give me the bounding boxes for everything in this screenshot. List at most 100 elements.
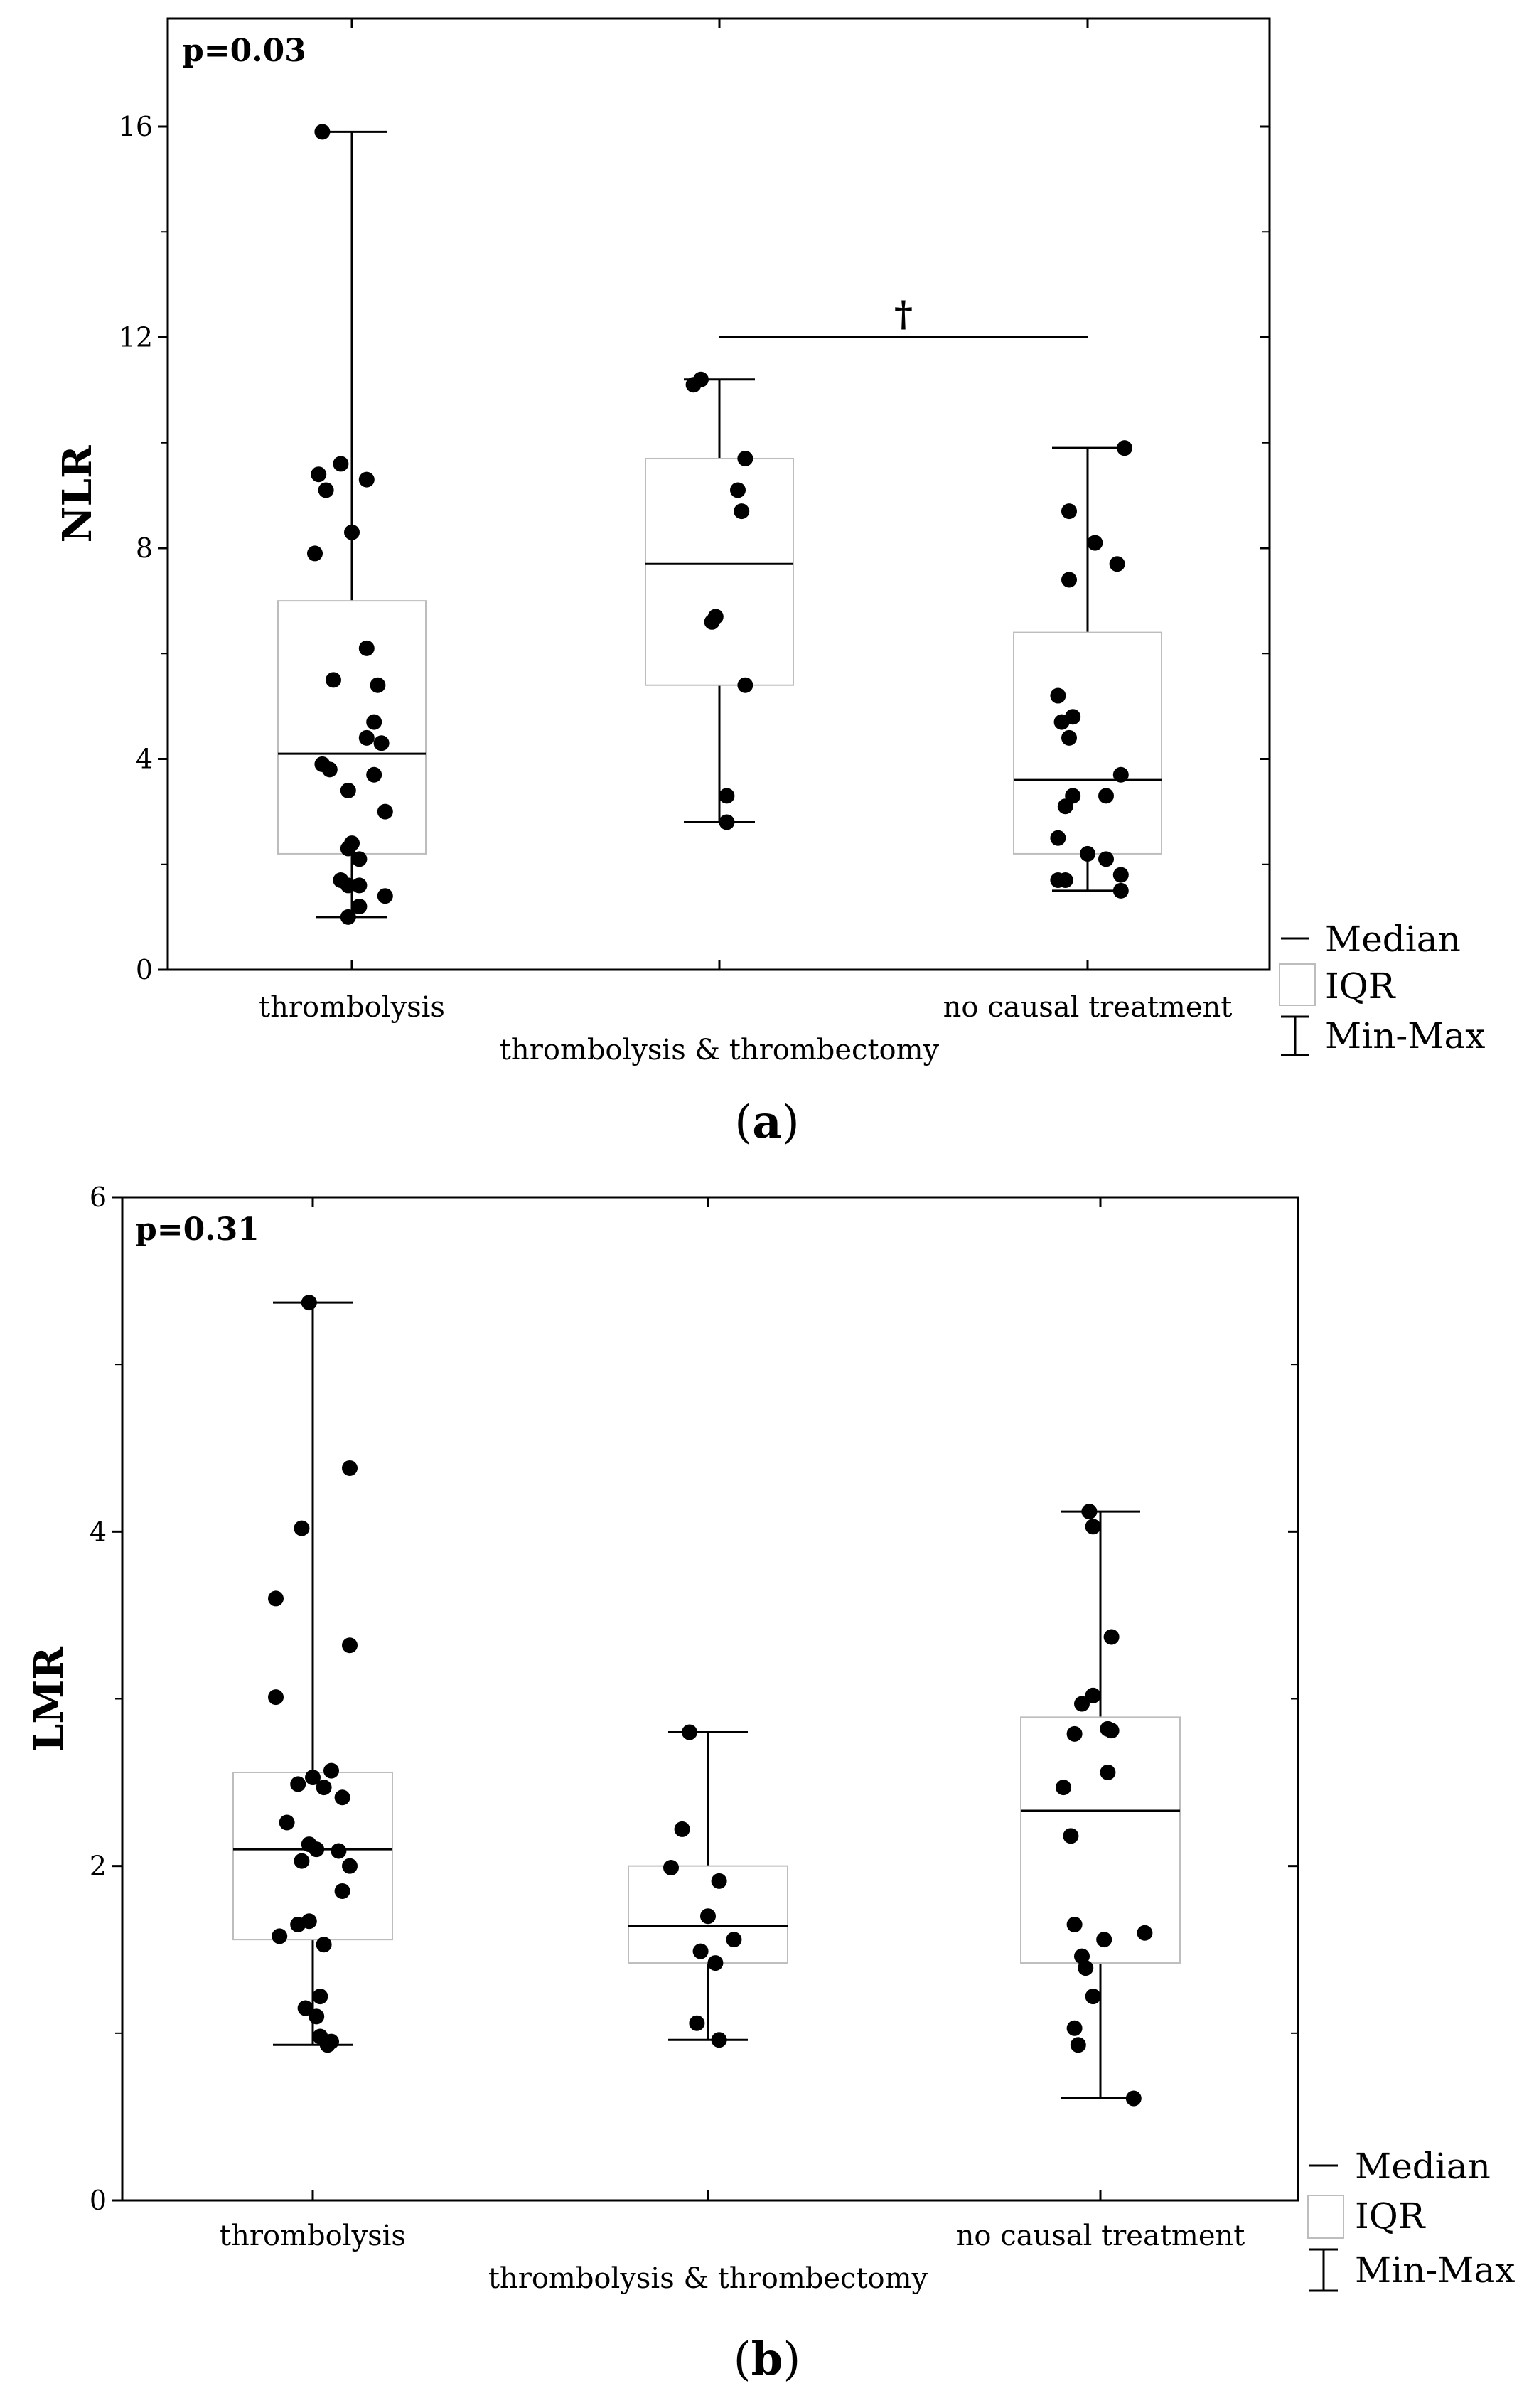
data-point: [1098, 788, 1114, 804]
box-group: [232, 1301, 1181, 2100]
data-point: [358, 471, 375, 488]
panel-letter: a: [752, 1096, 781, 1149]
data-point: [309, 1841, 325, 1858]
data-point: [340, 840, 356, 857]
legend-iqr-swatch: [1307, 2195, 1344, 2239]
category-label: no causal treatment: [943, 991, 1233, 1024]
data-point: [711, 1873, 727, 1889]
data-point: [311, 466, 327, 483]
data-point: [377, 888, 393, 904]
category-label: thrombolysis: [220, 2220, 406, 2252]
data-point: [1087, 535, 1103, 551]
data-point: [1112, 867, 1129, 883]
panel-b-lmr: 0 2 4 6 p=0.31 LMR thrombolysis thrombolysi…: [26, 1182, 1516, 2386]
data-point: [719, 788, 735, 804]
y-tick-label: 16: [119, 111, 153, 142]
data-point: [297, 2000, 313, 2016]
data-point: [737, 450, 753, 466]
category-label: no causal treatment: [956, 2220, 1245, 2252]
panel-letter: b: [751, 2333, 783, 2386]
box-group: [277, 130, 1162, 919]
data-point: [663, 1860, 679, 1876]
data-point: [726, 1932, 742, 1948]
data-point: [319, 2037, 336, 2053]
data-point: [373, 735, 390, 751]
data-point: [1117, 440, 1132, 456]
data-point: [1085, 1687, 1101, 1703]
y-tick-label: 8: [136, 533, 153, 564]
data-point: [692, 1943, 709, 1959]
data-point: [674, 1821, 690, 1837]
legend-iqr-swatch: [1279, 963, 1316, 1006]
legend: Median IQR Min-Max: [1279, 919, 1486, 1056]
y-axis-label: LMR: [26, 1647, 73, 1752]
data-point: [1096, 1932, 1112, 1948]
data-point: [1050, 830, 1066, 846]
y-tick-label: 0: [90, 2185, 107, 2216]
data-point: [1050, 687, 1066, 704]
iqr-box: [277, 600, 427, 855]
data-point: [342, 1460, 358, 1476]
data-point: [730, 482, 746, 498]
data-point: [334, 1789, 350, 1806]
data-point: [700, 1908, 716, 1925]
significance-symbol: †: [894, 293, 913, 335]
y-axis-label: NLR: [54, 445, 101, 543]
data-point: [1085, 1989, 1101, 2005]
y-tick-label: 6: [90, 1182, 107, 1213]
iqr-box: [1013, 631, 1162, 855]
p-value-annotation: p=0.03: [182, 33, 306, 69]
data-point: [1081, 1504, 1098, 1520]
p-value-annotation: p=0.31: [135, 1211, 259, 1248]
data-point: [272, 1928, 288, 1944]
y-axis: 0 4 8 12 16: [119, 18, 1270, 985]
data-point: [1066, 2020, 1083, 2036]
data-point: [268, 1590, 284, 1607]
data-point: [290, 1916, 306, 1932]
data-point: [682, 1724, 697, 1740]
data-point: [323, 1762, 339, 1779]
legend-median-label: Median: [1355, 2146, 1491, 2187]
data-point: [707, 1955, 724, 1971]
data-point: [1057, 798, 1073, 815]
data-point: [358, 640, 375, 656]
data-point: [1066, 1916, 1083, 1932]
data-point: [309, 2008, 325, 2025]
data-point: [1085, 1519, 1101, 1535]
data-point: [321, 761, 338, 778]
point-group: [307, 124, 1132, 925]
data-point: [1080, 845, 1095, 862]
data-point: [342, 1637, 358, 1654]
y-tick-label: 12: [119, 322, 153, 353]
data-point: [1057, 872, 1073, 888]
data-point: [1066, 1725, 1083, 1742]
panel-a-nlr: 0 4 8 12 16 † p=0.03 NLR thrombolysis thromb…: [54, 17, 1486, 1149]
data-point: [1074, 1696, 1090, 1712]
data-point: [312, 1989, 328, 2005]
panel-label: (a): [734, 1096, 799, 1149]
data-point: [1100, 1764, 1116, 1780]
data-point: [279, 1814, 295, 1831]
data-point: [316, 1780, 332, 1796]
plot-frame: [121, 1196, 1299, 2202]
data-point: [351, 851, 368, 867]
y-tick-label: 4: [136, 744, 153, 775]
data-point: [737, 677, 753, 693]
data-point: [290, 1776, 306, 1792]
data-point: [693, 371, 709, 387]
data-point: [1112, 882, 1129, 899]
data-point: [1061, 503, 1077, 520]
data-point: [342, 1858, 358, 1874]
data-point: [1098, 851, 1114, 867]
data-point: [334, 1883, 350, 1899]
data-point: [1103, 1629, 1120, 1645]
data-point: [711, 2032, 727, 2048]
category-label: thrombolysis & thrombectomy: [488, 2262, 928, 2295]
data-point: [340, 909, 356, 925]
data-point: [1070, 2037, 1086, 2053]
data-point: [1065, 709, 1081, 725]
data-point: [366, 714, 382, 730]
y-tick-label: 2: [90, 1851, 107, 1882]
data-point: [326, 672, 341, 688]
